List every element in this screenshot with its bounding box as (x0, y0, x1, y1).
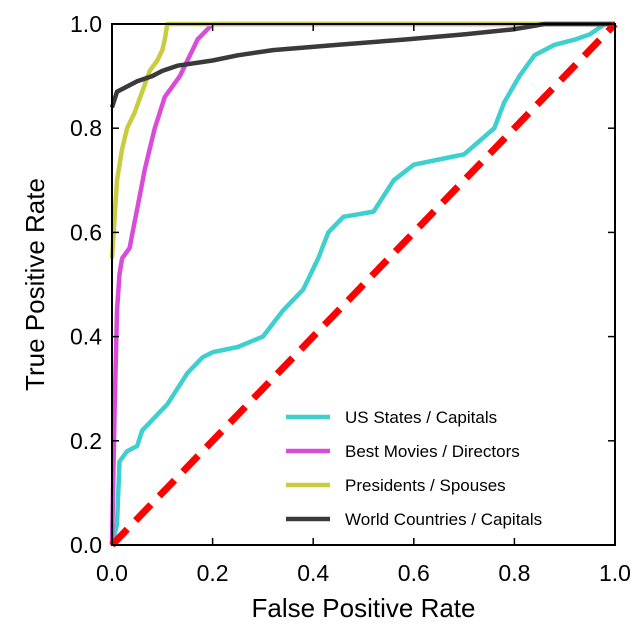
y-tick-label: 1.0 (70, 11, 102, 37)
legend-label: Presidents / Spouses (345, 476, 506, 495)
series-layer (109, 21, 618, 548)
x-tick-label: 0.6 (398, 560, 430, 586)
x-tick-label: 0.2 (197, 560, 229, 586)
x-tick-label: 1.0 (599, 560, 631, 586)
series-line-0 (109, 21, 615, 546)
x-axis-label: False Positive Rate (252, 593, 476, 623)
y-tick-label: 0.0 (70, 532, 102, 558)
series-line-3 (109, 21, 615, 109)
ticks-layer: 0.00.0 0.2 0.2 0.4 0.4 0.6 0.6 0.8 0.8 1.0 1.0 (70, 11, 631, 586)
y-tick-label: 0.2 (70, 428, 102, 454)
series-line-2 (109, 21, 615, 259)
legend: US States / Capitals Best Movies / Direct… (286, 408, 542, 529)
legend-label: World Countries / Capitals (345, 510, 542, 529)
diagonal-reference-line (109, 21, 618, 548)
y-tick-label: 0.4 (70, 324, 102, 350)
y-tick-label: 0.8 (70, 115, 102, 141)
y-axis-label: True Positive Rate (20, 178, 50, 391)
legend-label: US States / Capitals (345, 408, 497, 427)
plot-frame (111, 23, 616, 546)
y-tick-label: 0.6 (70, 219, 102, 245)
x-tick-label: 0.8 (498, 560, 530, 586)
series-line-1 (109, 21, 615, 546)
legend-label: Best Movies / Directors (345, 442, 520, 461)
x-tick-label: 0.4 (297, 560, 329, 586)
x-tick-label: 0.0 (96, 560, 128, 586)
